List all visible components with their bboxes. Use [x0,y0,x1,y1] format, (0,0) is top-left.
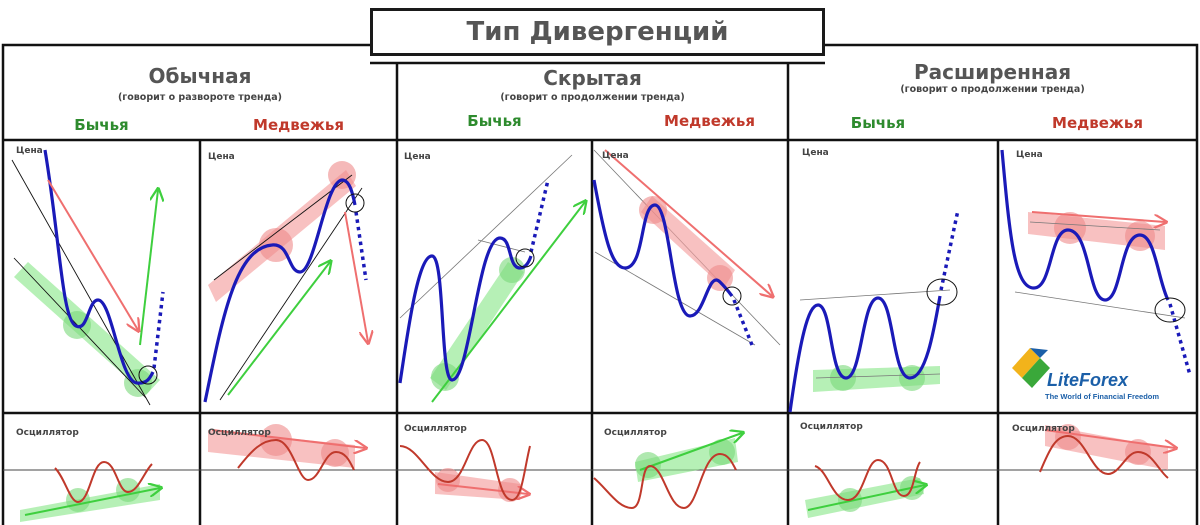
bull-arrow [227,262,330,396]
price-line [43,149,155,385]
bear-arrow [437,483,528,494]
bull-zone-circle [431,363,459,391]
label-regular-bullish: Бычья [74,116,129,134]
bear-zone-circle [498,478,522,502]
bull-zone [430,262,524,390]
logo-name: LiteForex [1047,370,1129,390]
oscillator-line [593,452,737,510]
price-label: Цена [208,152,235,162]
oscillator-regular-bearish [208,424,365,482]
price-projection [354,211,368,281]
panel-regular-bullish [11,149,165,406]
bull-arrow [807,485,925,511]
oscillator-line [54,460,153,504]
diagram-title: Тип Дивергенций [370,8,825,56]
oscillator-label: Осциллятор [604,428,667,438]
bull-zone-circle [635,452,661,478]
oscillator-regular-bullish [20,460,160,522]
price-projection [732,299,754,346]
divergence-circle [138,365,158,385]
price-projection [152,291,165,369]
panel-extended-bearish [1000,149,1192,376]
resistance-line [1029,221,1161,231]
oscillator-line [814,458,921,502]
divergence-circle [1154,297,1186,323]
price-line [203,178,357,403]
liteforex-logo: LiteForex The World of Financial Freedom [1005,350,1195,406]
section-title-extended: Расширенная [913,60,1072,84]
bull-arrow [139,190,158,346]
bull-arrow [24,488,160,516]
oscillator-hidden-bullish [399,438,531,502]
panel-hidden-bullish [398,154,585,403]
divergence-circle [722,286,742,306]
trend-line [11,159,151,406]
section-title-hidden: Скрытая [543,66,642,90]
label-regular-bearish: Медвежья [253,116,344,134]
section-subtitle-extended: (говорит о продолжении тренда) [900,84,1085,95]
oscillator-label: Осциллятор [16,428,79,438]
support-line [815,373,941,379]
oscillator-label: Осциллятор [800,422,863,432]
bear-arrow [1031,211,1165,222]
oscillator-label: Осциллятор [1012,424,1075,434]
panel-extended-bullish [788,209,960,413]
channel-line [477,239,526,253]
oscillator-extended-bullish [805,458,925,518]
trend-line [213,174,353,281]
price-line [398,236,533,384]
bear-arrow [344,211,368,342]
oscillator-label: Осциллятор [404,424,467,434]
panel-hidden-bearish [592,149,781,346]
price-projection [529,179,550,253]
price-label: Цена [1016,150,1043,160]
label-extended-bullish: Бычья [850,114,906,132]
oscillator-hidden-bearish [593,433,742,510]
price-line [788,295,942,413]
label-hidden-bullish: Бычья [467,112,522,130]
price-label: Цена [16,146,43,156]
divergence-circle [345,193,365,213]
panel-regular-bearish [203,161,368,403]
price-line [592,179,734,318]
bear-arrow [211,429,365,448]
label-hidden-bearish: Медвежья [664,112,755,130]
trend-line [219,187,363,401]
divergence-circle [926,278,958,306]
divergence-circle [515,248,535,268]
bear-arrow [1044,429,1175,448]
label-extended-bearish: Медвежья [1052,114,1143,132]
bear-arrow [47,179,138,330]
price-projection [1168,303,1192,376]
section-subtitle-regular: (говорит о развороте тренда) [117,92,283,103]
grid-frame [1,43,1199,525]
price-label: Цена [404,152,431,162]
price-projection [939,209,960,291]
support-line [1014,291,1186,319]
liteforex-logo-icon [1012,348,1050,388]
price-line [1000,149,1170,302]
channel-line [399,154,573,319]
bull-arrow [431,202,585,403]
section-title-regular: Обычная [148,64,252,88]
resistance-line [799,289,951,301]
oscillator-label: Осциллятор [208,428,271,438]
bear-zone-circle [328,161,356,189]
logo-tagline: The World of Financial Freedom [1045,392,1160,401]
section-subtitle-hidden: (говорит о продолжении тренда) [500,92,685,103]
oscillator-line [237,438,355,482]
bull-arrow [639,433,742,471]
oscillator-line [399,438,531,502]
oscillator-extended-bearish [1039,424,1175,479]
bear-zone-circle [707,265,733,291]
price-label: Цена [802,148,829,158]
price-label: Цена [602,151,629,161]
bear-arrow [604,149,772,296]
oscillator-line [1039,434,1169,479]
